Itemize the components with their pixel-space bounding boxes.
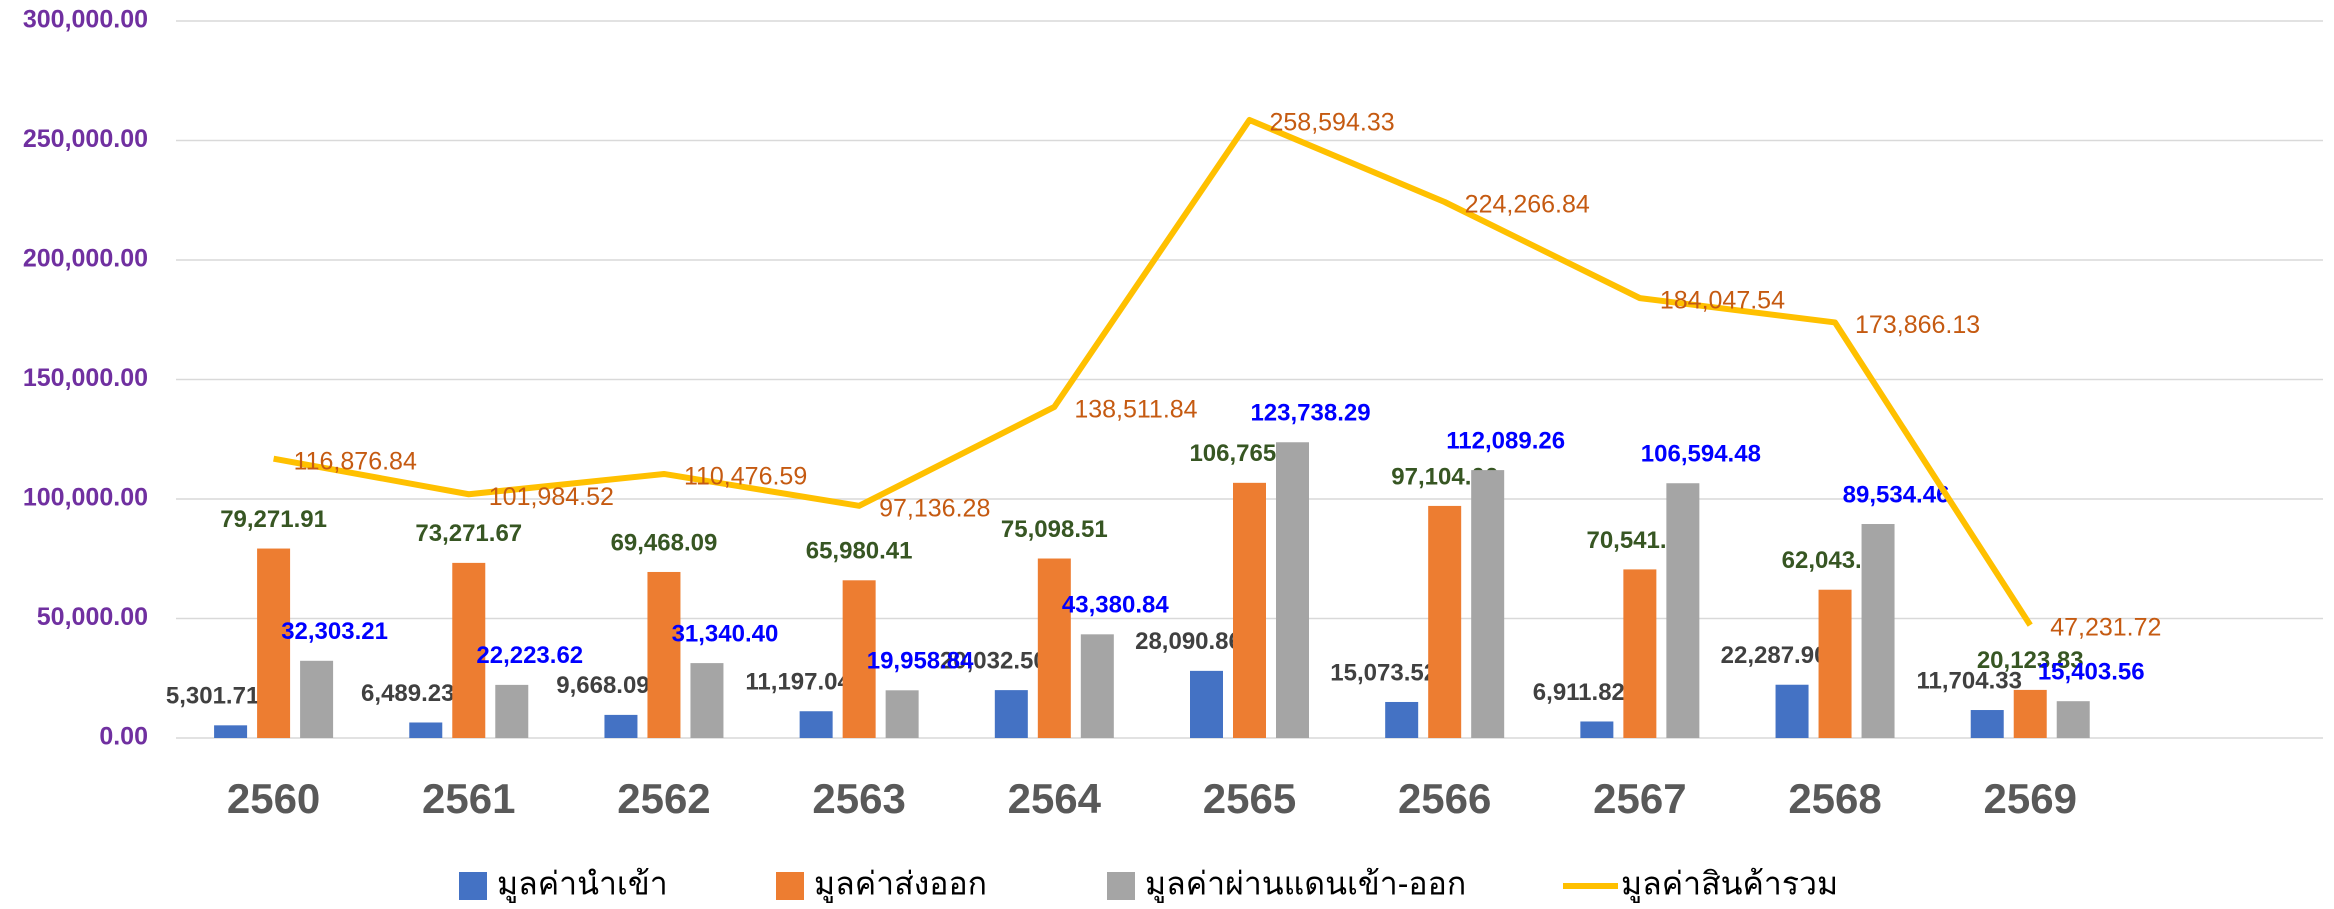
y-tick-label: 200,000.00 [23, 245, 148, 273]
data-label: 65,980.41 [806, 538, 913, 565]
x-tick-label: 2564 [1008, 775, 1102, 822]
legend-label: มูลค่าสินค้ารวม [1621, 865, 1838, 903]
data-label: 9,668.09 [556, 672, 649, 699]
legend-swatch [1107, 872, 1135, 900]
bar [604, 714, 638, 738]
bar [1861, 524, 1895, 738]
x-tick-label: 2569 [1984, 775, 2077, 822]
data-label: 224,266.84 [1465, 191, 1590, 219]
bar [257, 548, 291, 738]
bar [1471, 470, 1505, 738]
data-label: 6,489.23 [361, 680, 454, 707]
data-label: 73,271.67 [415, 520, 522, 547]
data-label: 97,136.28 [879, 494, 990, 522]
y-tick-label: 250,000.00 [23, 125, 148, 153]
data-label: 19,958.84 [867, 648, 974, 675]
bar [452, 562, 486, 738]
legend-label: มูลค่าส่งออก [814, 865, 987, 903]
data-label: 89,534.46 [1843, 481, 1950, 508]
data-label: 75,098.51 [1001, 516, 1108, 543]
data-label: 106,594.48 [1641, 441, 1761, 468]
bar [1080, 634, 1114, 738]
bar [495, 684, 529, 738]
data-label: 258,594.33 [1270, 109, 1395, 137]
bar [1580, 721, 1614, 738]
data-label: 11,197.04 [745, 669, 851, 696]
data-label: 138,511.84 [1074, 396, 1197, 424]
legend-swatch [459, 872, 487, 900]
bar [1233, 482, 1266, 738]
bar [1428, 505, 1462, 738]
bar [885, 690, 919, 738]
bar [1385, 701, 1419, 738]
data-label: 43,380.84 [1062, 592, 1169, 619]
bar [1276, 442, 1309, 738]
y-tick-label: 150,000.00 [23, 364, 148, 392]
x-tick-label: 2567 [1593, 775, 1686, 822]
bar [409, 722, 443, 738]
bar [647, 571, 681, 738]
bar [1818, 589, 1852, 738]
legend-swatch [776, 872, 804, 900]
x-tick-label: 2560 [227, 775, 320, 822]
line [273, 116, 2033, 627]
y-tick-label: 100,000.00 [23, 484, 148, 512]
bar [2013, 689, 2047, 738]
x-tick-label: 2562 [617, 775, 710, 822]
x-tick-label: 2566 [1398, 775, 1491, 822]
bar [1037, 558, 1071, 738]
x-tick-label: 2568 [1788, 775, 1881, 822]
data-label: 5,301.71 [166, 683, 259, 710]
data-label: 31,340.40 [672, 620, 779, 647]
data-label: 32,303.21 [281, 618, 388, 645]
bar [1970, 710, 2004, 738]
x-tick-label: 2561 [422, 775, 515, 822]
data-label: 110,476.59 [684, 463, 807, 491]
data-label: 11,704.33 [1917, 667, 2022, 694]
y-tick-label: 0.00 [99, 723, 148, 751]
bar [300, 660, 334, 738]
x-tick-label: 2563 [812, 775, 905, 822]
data-label: 173,866.13 [1855, 311, 1980, 339]
bar [994, 690, 1028, 738]
data-label: 28,090.86 [1135, 628, 1242, 655]
y-tick-label: 50,000.00 [37, 603, 148, 631]
bar [214, 725, 248, 738]
bar [690, 663, 724, 738]
data-label: 15,403.56 [2038, 659, 2145, 686]
data-label: 116,876.84 [294, 447, 417, 475]
data-label: 184,047.54 [1660, 287, 1785, 315]
bar [2056, 701, 2090, 738]
data-label: 20,123.83 [1977, 647, 2084, 674]
data-label: 22,223.62 [476, 642, 583, 669]
data-label: 123,738.29 [1250, 400, 1370, 427]
bar [842, 580, 876, 738]
data-label: 6,911.82 [1533, 679, 1625, 706]
bar [1623, 569, 1657, 738]
data-label: 47,231.72 [2050, 614, 2161, 642]
bar [1190, 670, 1223, 738]
bar [1775, 684, 1809, 738]
x-tick-label: 2565 [1203, 775, 1296, 822]
bar [1666, 483, 1700, 738]
y-tick-label: 300,000.00 [23, 6, 148, 34]
data-label: 101,984.52 [489, 483, 614, 511]
legend-label: มูลค่านำเข้า [497, 865, 668, 903]
data-label: 20,032.50 [940, 647, 1047, 674]
data-label: 69,468.09 [611, 529, 718, 556]
data-label: 15,073.52 [1330, 659, 1437, 686]
bar [799, 711, 833, 738]
legend-label: มูลค่าผ่านแดนเข้า-ออก [1145, 865, 1466, 903]
data-label: 112,089.26 [1446, 427, 1565, 454]
data-label: 79,271.91 [220, 506, 327, 533]
data-label: 22,287.90 [1721, 642, 1828, 669]
